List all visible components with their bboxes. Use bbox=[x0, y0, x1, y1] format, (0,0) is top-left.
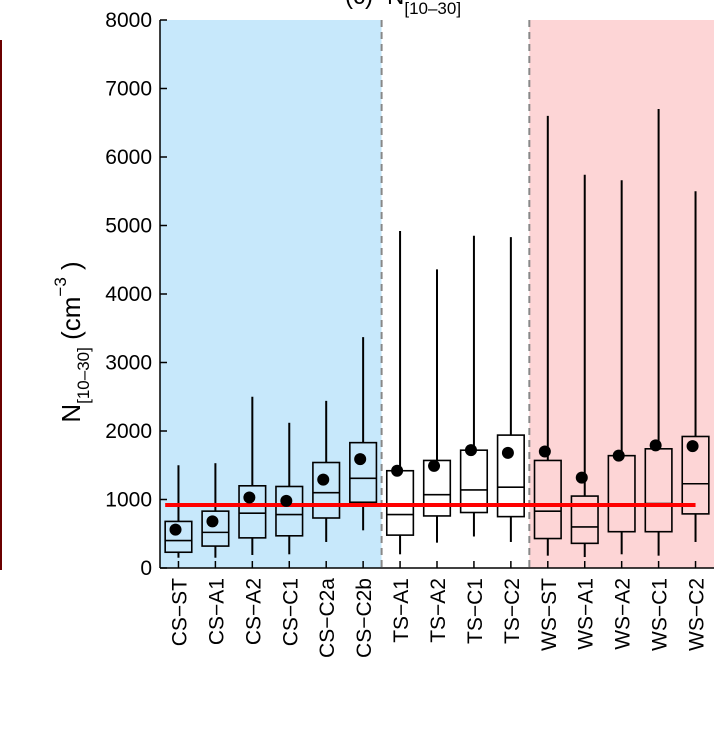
x-tick-label: CS−ST bbox=[168, 578, 191, 646]
box-ts-c2 bbox=[496, 237, 525, 542]
mean-marker bbox=[243, 491, 256, 504]
x-tick-label: TS−A1 bbox=[390, 578, 413, 643]
y-tick-label: 4000 bbox=[105, 283, 152, 306]
x-ticks: CS−ST CS−A1 CS−A2 CS−C1 CS−C2a CS−C2b TS−A1 TS−… bbox=[168, 561, 709, 658]
x-tick-label: TS−C2 bbox=[501, 578, 524, 644]
box-iqr bbox=[238, 484, 267, 539]
mean-marker bbox=[464, 444, 477, 457]
mean-marker bbox=[538, 445, 551, 458]
x-tick-label: TS−A2 bbox=[427, 578, 450, 643]
box-iqr bbox=[681, 435, 710, 515]
chart-title-sub: [10–30] bbox=[404, 0, 461, 18]
means bbox=[169, 439, 699, 536]
box-iqr bbox=[201, 510, 230, 547]
y-tick-label: 7000 bbox=[105, 78, 152, 101]
box-cs-c1 bbox=[275, 422, 304, 555]
y-tick-label: 6000 bbox=[105, 146, 152, 169]
chart-title-letter: c bbox=[353, 0, 365, 10]
y-tick-label: 0 bbox=[140, 557, 152, 580]
mean-marker bbox=[575, 471, 588, 484]
box-iqr bbox=[570, 495, 599, 545]
box-iqr bbox=[275, 485, 304, 537]
y-axis-title-main: N bbox=[56, 404, 86, 423]
chart-title: (c) N[10–30] bbox=[345, 0, 461, 18]
y-axis-title-sub: [10–30] bbox=[74, 347, 93, 404]
box-ws-a1 bbox=[570, 174, 599, 558]
x-tick-label: WS−C1 bbox=[649, 578, 672, 651]
y-tick-label: 5000 bbox=[105, 215, 152, 238]
box-ws-c2 bbox=[681, 191, 710, 542]
x-tick-label: CS−A2 bbox=[242, 578, 265, 645]
x-tick-label: WS−ST bbox=[538, 578, 561, 651]
x-tick-label: CS−A1 bbox=[205, 578, 228, 645]
y-tick-label: 3000 bbox=[105, 352, 152, 375]
y-axis-title-sup: −3 bbox=[51, 277, 70, 296]
x-tick-label: WS−A2 bbox=[612, 578, 635, 650]
box-ws-st bbox=[533, 115, 562, 556]
chart-title-open: ( bbox=[345, 0, 353, 10]
box-iqr bbox=[533, 459, 562, 540]
box-ts-a2 bbox=[422, 269, 452, 543]
box-cs-st bbox=[164, 465, 193, 558]
x-tick-label: TS−C1 bbox=[464, 578, 487, 644]
mean-marker bbox=[428, 459, 441, 472]
y-axis-title: N[10–30] (cm−3 ) bbox=[51, 261, 93, 422]
y-tick-label: 1000 bbox=[105, 489, 152, 512]
y-axis-title-close: ) bbox=[56, 261, 86, 277]
region-ts bbox=[381, 20, 530, 568]
mean-marker bbox=[612, 449, 625, 462]
mean-marker bbox=[206, 515, 219, 528]
box-iqr bbox=[312, 461, 341, 519]
x-tick-label: WS−C2 bbox=[686, 578, 709, 651]
mean-marker bbox=[686, 440, 699, 453]
y-axis-title-unit: (cm bbox=[56, 297, 86, 348]
x-tick-label: CS−C2a bbox=[316, 578, 339, 658]
dividers bbox=[380, 20, 531, 568]
y-ticks: 0 1000 2000 3000 4000 5000 6000 7000 8000 bbox=[105, 9, 167, 580]
x-tick-label: CS−C2b bbox=[353, 578, 376, 658]
mean-marker bbox=[317, 473, 330, 486]
mean-marker bbox=[280, 494, 293, 507]
region-cs bbox=[160, 20, 382, 568]
mean-marker bbox=[169, 523, 182, 536]
chart-title-var: N bbox=[387, 0, 404, 10]
y-tick-label: 8000 bbox=[105, 9, 152, 32]
boxes bbox=[164, 109, 710, 558]
box-iqr bbox=[164, 520, 193, 554]
mean-marker bbox=[649, 439, 662, 452]
box-cs-c2a bbox=[312, 400, 341, 542]
box-iqr bbox=[422, 459, 452, 517]
mean-marker bbox=[354, 453, 367, 466]
box-iqr bbox=[496, 434, 525, 518]
x-tick-label: CS−C1 bbox=[279, 578, 302, 646]
y-tick-label: 2000 bbox=[105, 420, 152, 443]
chart-title-close: ) bbox=[365, 0, 373, 10]
box-cs-a2 bbox=[238, 396, 267, 555]
box-cs-c2b bbox=[349, 337, 378, 531]
x-tick-label: WS−A1 bbox=[575, 578, 598, 650]
mean-marker bbox=[501, 446, 514, 459]
box-iqr bbox=[349, 441, 378, 504]
mean-marker bbox=[391, 464, 404, 477]
